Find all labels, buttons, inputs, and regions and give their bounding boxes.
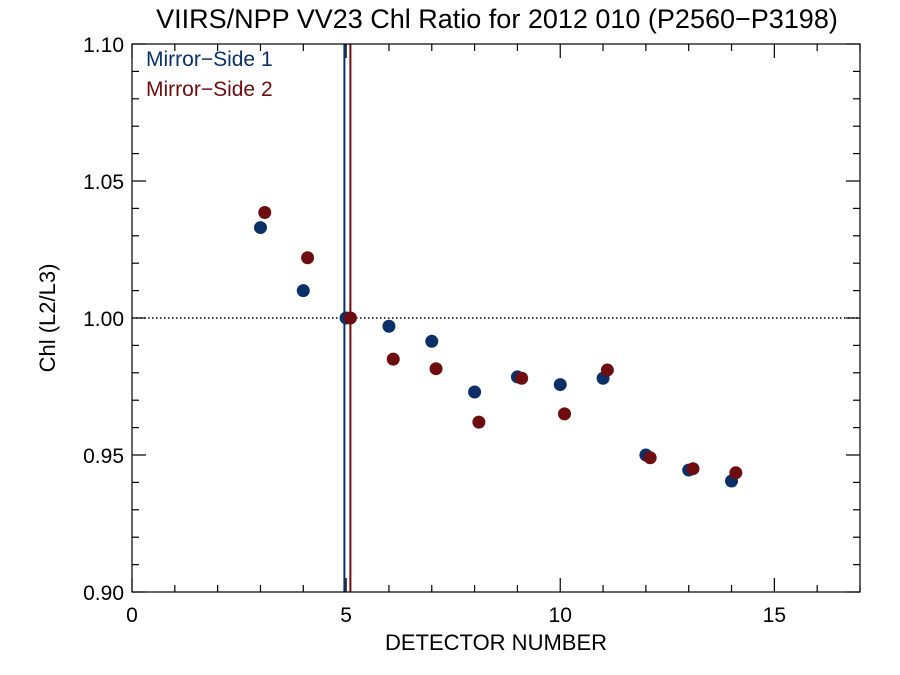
y-tick-label: 1.10: [83, 34, 124, 57]
series-2-point: [301, 251, 315, 265]
series-1-point: [553, 378, 567, 392]
series-1-point: [296, 284, 310, 298]
series-2-point: [429, 362, 443, 376]
chart-title: VIIRS/NPP VV23 Chl Ratio for 2012 010 (P…: [156, 4, 838, 34]
series-2-point: [258, 206, 272, 220]
series-2-point: [515, 371, 529, 385]
axis-ticks: 0 5 10 15 0.90 0.95 1.00 1.05 1.10: [83, 34, 861, 627]
y-tick-label: 1.00: [83, 308, 124, 331]
series-2-point: [472, 415, 486, 429]
series-2-point: [558, 407, 572, 421]
y-tick-label: 0.90: [83, 582, 124, 605]
series-1-point: [425, 334, 439, 348]
legend-item-mirror-side-1: Mirror−Side 1: [146, 48, 273, 71]
series-2-point: [343, 311, 357, 325]
series-2-point: [643, 451, 657, 465]
series-2-point: [686, 462, 700, 476]
series-1-point: [382, 319, 396, 333]
series-1-point: [253, 221, 267, 235]
y-tick-label: 1.05: [83, 171, 124, 194]
y-axis-label: Chl (L2/L3): [35, 264, 60, 373]
x-tick-label: 10: [549, 604, 572, 627]
series-2-point: [386, 352, 400, 366]
x-tick-label: 0: [126, 604, 138, 627]
series-2-point: [729, 466, 743, 480]
x-axis-label: DETECTOR NUMBER: [385, 630, 607, 655]
y-tick-label: 0.95: [83, 445, 124, 468]
plot-area: [132, 44, 860, 592]
legend-item-mirror-side-2: Mirror−Side 2: [146, 78, 273, 101]
series-1-point: [468, 385, 482, 399]
x-tick-label: 5: [340, 604, 352, 627]
series-2-point: [600, 363, 614, 377]
x-tick-label: 15: [763, 604, 786, 627]
